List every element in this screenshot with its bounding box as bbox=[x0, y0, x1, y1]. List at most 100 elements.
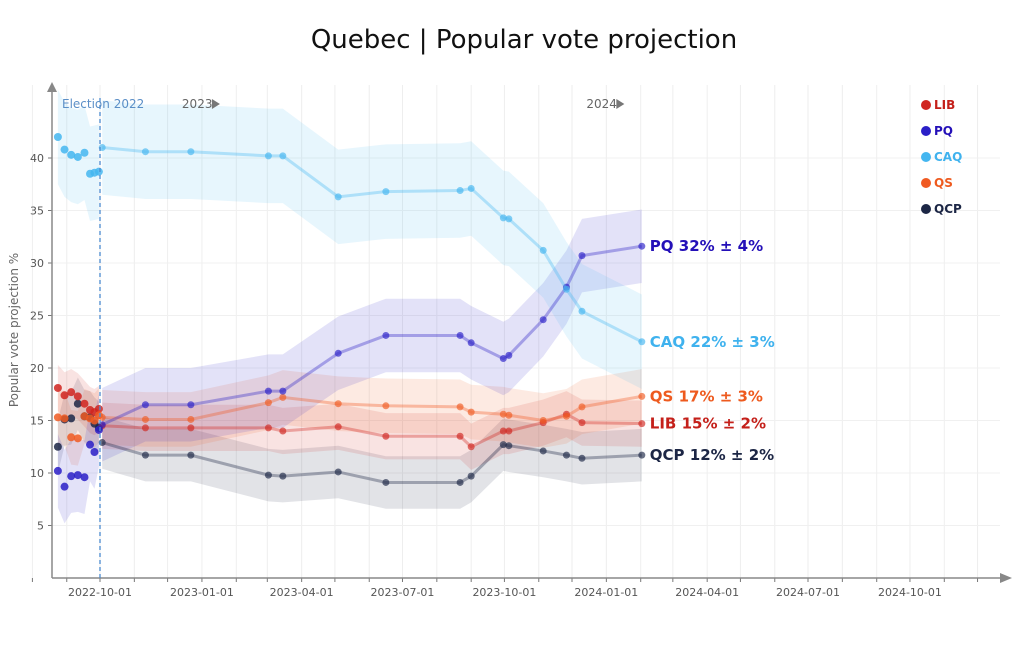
point-lib bbox=[382, 432, 390, 440]
end-label-qs: QS 17% ± 3% bbox=[650, 387, 763, 405]
point-qcp bbox=[279, 472, 287, 480]
point-caq bbox=[539, 246, 547, 254]
x-tick-label: 2024-04-01 bbox=[675, 586, 739, 599]
point-qs bbox=[467, 408, 475, 416]
y-axis-arrow bbox=[47, 82, 57, 92]
point-caq bbox=[505, 215, 513, 223]
point-caq bbox=[53, 133, 62, 141]
x-axis-arrow bbox=[1000, 573, 1012, 583]
point-caq bbox=[94, 167, 103, 176]
axes: 5 10 15 20 25 30 35 40 2022-10-01 2023-01-01 2023-… bbox=[30, 82, 1012, 599]
point-qcp bbox=[141, 451, 149, 459]
point-lib bbox=[638, 420, 646, 428]
point-caq bbox=[279, 152, 287, 160]
point-qs bbox=[141, 415, 149, 423]
series-lines bbox=[53, 133, 646, 491]
point-qs bbox=[264, 399, 272, 407]
point-lib bbox=[80, 399, 89, 408]
point-caq bbox=[73, 152, 82, 161]
point-qs bbox=[90, 416, 99, 425]
point-pq bbox=[334, 349, 342, 357]
point-qcp bbox=[334, 468, 342, 476]
point-lib bbox=[505, 427, 513, 435]
point-lib bbox=[499, 427, 507, 435]
end-label-qcp: QCP 12% ± 2% bbox=[650, 446, 774, 464]
legend-marker-qcp bbox=[921, 204, 931, 214]
point-qcp bbox=[505, 442, 513, 450]
point-pq bbox=[279, 387, 287, 395]
point-qs bbox=[638, 392, 646, 400]
x-tick-label: 2024-01-01 bbox=[574, 586, 638, 599]
point-qcp bbox=[539, 447, 547, 455]
point-qs bbox=[60, 414, 69, 423]
legend-marker-caq bbox=[921, 152, 931, 162]
point-qs bbox=[539, 417, 547, 424]
point-caq bbox=[499, 214, 507, 222]
year-marker-arrow bbox=[616, 99, 625, 109]
point-caq bbox=[638, 338, 646, 346]
legend-label-caq: CAQ bbox=[934, 150, 962, 164]
point-qcp bbox=[73, 399, 82, 408]
band-qcp bbox=[102, 416, 642, 509]
legend-label-qcp: QCP bbox=[934, 202, 962, 216]
point-qs bbox=[562, 412, 570, 420]
end-label-lib: LIB 15% ± 2% bbox=[650, 415, 766, 433]
point-pq bbox=[456, 331, 464, 339]
point-lib bbox=[467, 443, 475, 451]
x-tick-label: 2024-10-01 bbox=[878, 586, 942, 599]
point-qcp bbox=[67, 414, 76, 423]
point-pq bbox=[382, 331, 390, 339]
point-caq bbox=[334, 193, 342, 201]
legend-marker-pq bbox=[921, 126, 931, 136]
point-lib bbox=[60, 391, 69, 400]
band-pq-pre bbox=[57, 393, 99, 524]
point-qs bbox=[578, 403, 586, 411]
point-pq bbox=[73, 471, 82, 480]
point-pq bbox=[141, 401, 149, 409]
y-tick-label: 20 bbox=[30, 362, 44, 375]
legend-label-qs: QS bbox=[934, 176, 953, 190]
point-qs bbox=[505, 411, 513, 419]
point-qcp bbox=[456, 478, 464, 486]
point-lib bbox=[279, 427, 287, 435]
point-qcp bbox=[53, 442, 62, 451]
point-qs bbox=[187, 415, 195, 423]
point-qcp bbox=[187, 451, 195, 459]
x-tick-label: 2023-10-01 bbox=[472, 586, 536, 599]
point-qcp bbox=[264, 471, 272, 479]
point-qcp bbox=[578, 454, 586, 462]
y-tick-label: 15 bbox=[30, 415, 44, 428]
point-lib bbox=[67, 388, 76, 397]
band-qcp-pre bbox=[57, 377, 99, 473]
legend-marker-qs bbox=[921, 178, 931, 188]
point-qs bbox=[53, 413, 62, 422]
point-pq bbox=[60, 482, 69, 491]
point-lib bbox=[53, 383, 62, 392]
point-caq bbox=[456, 187, 464, 195]
uncertainty-bands bbox=[57, 89, 642, 524]
band-pq bbox=[102, 209, 642, 462]
point-pq bbox=[539, 316, 547, 324]
point-pq bbox=[80, 473, 89, 482]
point-pq bbox=[638, 242, 646, 250]
end-label-pq: PQ 32% ± 4% bbox=[650, 237, 763, 255]
end-labels: QCP 12% ± 2% LIB 15% ± 2% QS 17% ± 3% PQ 32… bbox=[650, 237, 775, 464]
point-lib bbox=[578, 419, 586, 427]
x-tick-label: 2023-04-01 bbox=[270, 586, 334, 599]
point-pq bbox=[94, 425, 103, 434]
point-caq bbox=[467, 184, 475, 192]
point-caq bbox=[187, 148, 195, 156]
point-qs bbox=[279, 393, 287, 401]
point-pq bbox=[578, 252, 586, 260]
point-lib bbox=[141, 424, 149, 432]
point-pq bbox=[264, 387, 272, 395]
y-tick-label: 25 bbox=[30, 310, 44, 323]
point-pq bbox=[53, 466, 62, 475]
point-qcp bbox=[638, 451, 646, 459]
year-marker-arrow bbox=[211, 99, 220, 109]
year-marker-label: 2023 bbox=[182, 97, 213, 111]
band-caq bbox=[102, 100, 642, 389]
point-qs bbox=[67, 433, 76, 442]
point-qs bbox=[382, 402, 390, 410]
